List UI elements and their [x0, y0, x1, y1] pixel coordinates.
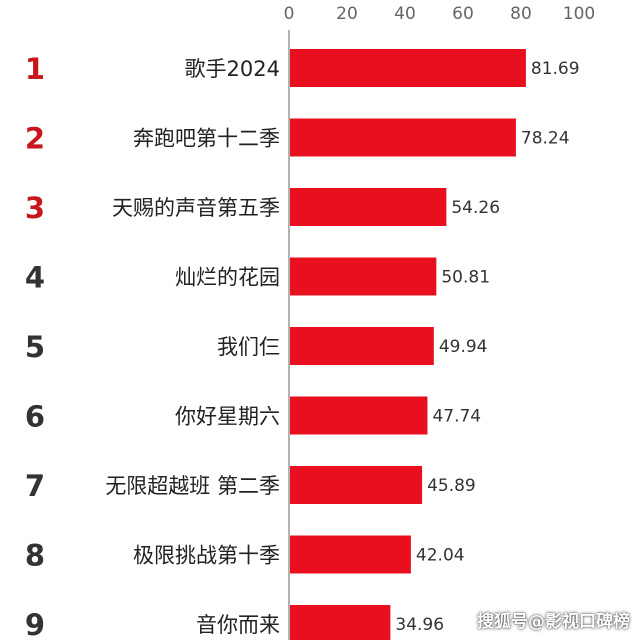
- rank-label: 5: [25, 330, 45, 364]
- rank-label: 6: [25, 400, 45, 434]
- rank-label: 7: [25, 469, 45, 503]
- category-label: 你好星期六: [175, 405, 280, 429]
- category-label: 奔跑吧第十二季: [133, 127, 280, 151]
- value-label: 78.24: [521, 129, 570, 149]
- bar: [290, 49, 526, 87]
- watermark: 搜狐号@影视口碑榜: [477, 612, 630, 632]
- category-label: 音你而来: [196, 613, 280, 637]
- value-label: 50.81: [441, 268, 490, 288]
- bar: [290, 327, 434, 365]
- rank-label: 2: [25, 122, 45, 156]
- bar: [290, 535, 411, 574]
- category-label: 天赐的声音第五季: [112, 196, 280, 220]
- rank-label: 9: [25, 608, 45, 640]
- bar: [290, 466, 423, 504]
- x-tick-label: 60: [452, 4, 474, 24]
- bar: [290, 118, 516, 157]
- bar: [290, 396, 428, 435]
- category-label: 极限挑战第十季: [133, 544, 280, 568]
- category-label: 我们仨: [217, 335, 280, 359]
- x-tick-label: 100: [563, 4, 595, 24]
- value-label: 81.69: [531, 59, 580, 79]
- rank-label: 8: [25, 539, 45, 573]
- rank-label: 1: [25, 52, 45, 86]
- value-label: 34.96: [395, 615, 444, 635]
- value-label: 45.89: [427, 476, 476, 496]
- bar: [290, 605, 391, 640]
- x-tick-label: 0: [284, 4, 295, 24]
- value-label: 49.94: [439, 337, 488, 357]
- rank-label: 4: [25, 261, 45, 295]
- rank-label: 3: [25, 191, 45, 225]
- bar: [290, 188, 447, 226]
- value-label: 42.04: [416, 546, 465, 566]
- category-label: 歌手2024: [185, 57, 280, 81]
- x-tick-label: 80: [510, 4, 532, 24]
- category-label: 灿烂的花园: [175, 266, 280, 290]
- category-label: 无限超越班 第二季: [105, 474, 280, 498]
- x-tick-label: 40: [394, 4, 416, 24]
- value-label: 47.74: [432, 407, 481, 427]
- value-label: 54.26: [451, 198, 500, 218]
- bar: [290, 257, 437, 296]
- x-tick-label: 20: [336, 4, 358, 24]
